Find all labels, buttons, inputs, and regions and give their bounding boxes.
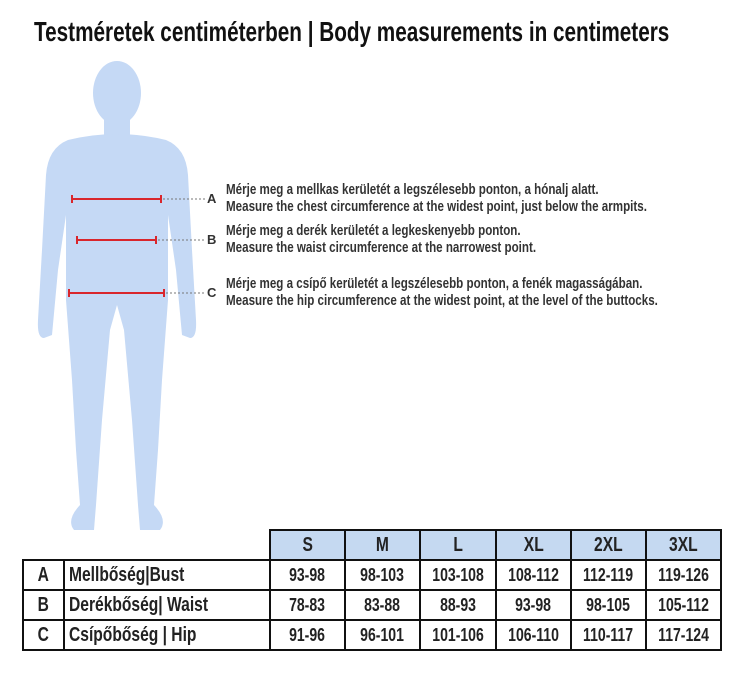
size-table: S M L XL 2XL 3XL A Mellbőség|Bust 93-98 … <box>22 529 722 651</box>
marker-b: B <box>207 232 217 247</box>
row-letter: A <box>22 559 65 591</box>
cell: 96-101 <box>344 619 421 651</box>
size-header: XL <box>495 529 572 561</box>
table-row: A Mellbőség|Bust 93-98 98-103 103-108 10… <box>22 559 722 591</box>
size-header: L <box>419 529 497 561</box>
size-header: M <box>344 529 421 561</box>
cell: 108-112 <box>495 559 572 591</box>
cell: 78-83 <box>269 589 346 621</box>
row-letter: C <box>22 619 65 651</box>
cell: 83-88 <box>344 589 421 621</box>
cell: 110-117 <box>570 619 647 651</box>
table-row: C Csípőbőség | Hip 91-96 96-101 101-106 … <box>22 619 722 651</box>
cell: 112-119 <box>570 559 647 591</box>
row-label: Derékbőség| Waist <box>63 589 271 621</box>
cell: 93-98 <box>495 589 572 621</box>
row-label: Mellbőség|Bust <box>63 559 271 591</box>
size-header: 2XL <box>570 529 647 561</box>
size-header: S <box>269 529 346 561</box>
cell: 101-106 <box>419 619 497 651</box>
cell: 117-124 <box>645 619 722 651</box>
cell: 91-96 <box>269 619 346 651</box>
cell: 98-105 <box>570 589 647 621</box>
cell: 103-108 <box>419 559 497 591</box>
marker-a: A <box>207 191 217 206</box>
cell: 106-110 <box>495 619 572 651</box>
body-silhouette <box>37 61 205 530</box>
cell: 98-103 <box>344 559 421 591</box>
instruction-waist: Mérje meg a derék kerületét a legkeskeny… <box>226 223 537 256</box>
size-header-row: S M L XL 2XL 3XL <box>23 529 722 561</box>
cell: 88-93 <box>419 589 497 621</box>
marker-c: C <box>207 285 217 300</box>
table-row: B Derékbőség| Waist 78-83 83-88 88-93 93… <box>22 589 722 621</box>
size-header: 3XL <box>645 529 722 561</box>
leader-lines <box>158 198 205 294</box>
human-figure-icon <box>37 61 197 530</box>
instruction-chest: Mérje meg a mellkas kerületét a legszéle… <box>226 182 647 215</box>
cell: 105-112 <box>645 589 722 621</box>
instruction-hip: Mérje meg a csípő kerületét a legszélese… <box>226 276 658 309</box>
measure-lines <box>68 195 165 297</box>
cell: 93-98 <box>269 559 346 591</box>
row-letter: B <box>22 589 65 621</box>
page-title: Testméretek centiméterben | Body measure… <box>34 16 670 47</box>
row-label: Csípőbőség | Hip <box>63 619 271 651</box>
cell: 119-126 <box>645 559 722 591</box>
